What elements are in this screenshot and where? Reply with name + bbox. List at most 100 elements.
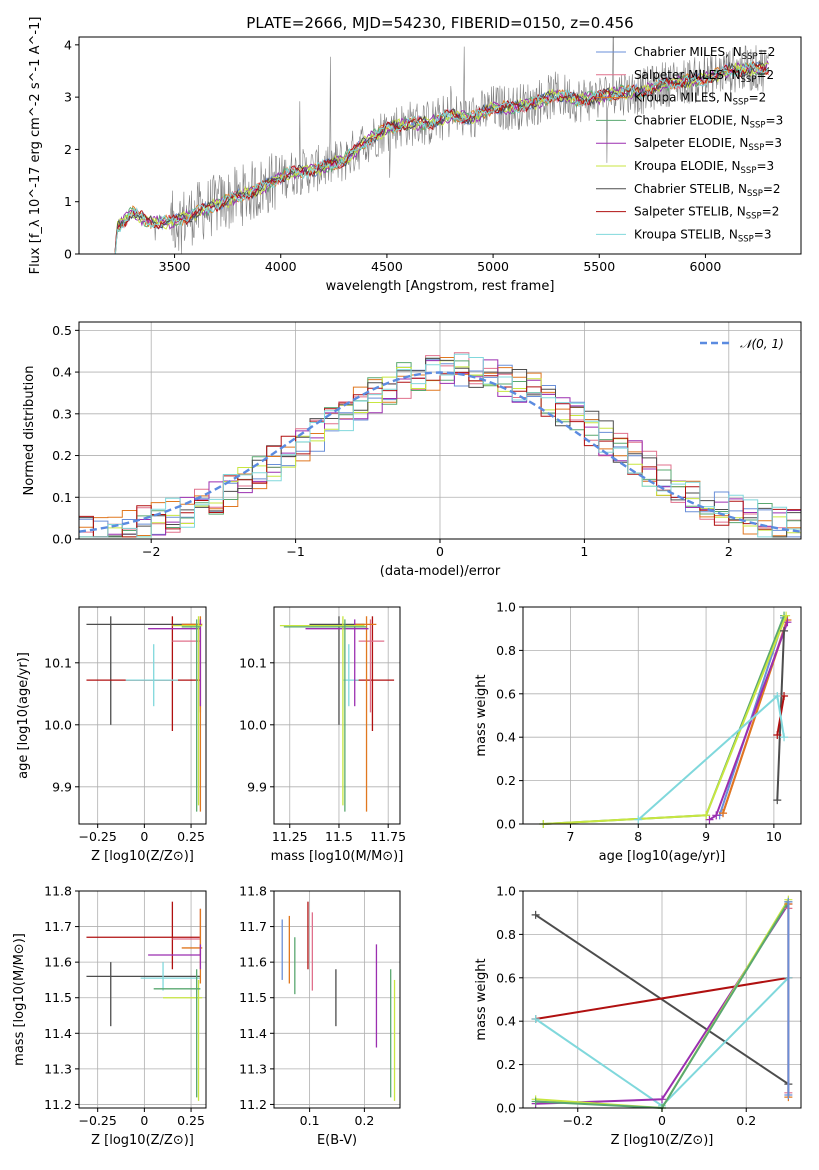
y-tick-label: 0: [64, 247, 72, 262]
y-tick-label: 11.7: [239, 919, 267, 934]
weight-marker: [531, 910, 540, 919]
weight-series-salpeter-elodie: [705, 618, 792, 824]
weight-marker: [780, 733, 789, 742]
x-tick-label: 11.25: [272, 829, 308, 844]
x-tick-label: 4500: [371, 259, 403, 274]
spectrum-legend: Chabrier MILES, NSSP=2 Salpeter MILES, NS…: [596, 45, 783, 244]
x-tick-label: 3500: [159, 259, 191, 274]
y-tick-label: 0.2: [496, 1057, 516, 1072]
y-axis-label: mass weight: [474, 674, 489, 756]
legend-suffix: =3: [754, 227, 772, 241]
y-axis-label: mass [log10(M/M⊙)]: [12, 933, 27, 1066]
legend-entry: Kroupa STELIB, NSSP=3: [634, 227, 772, 244]
x-tick-label: −0.25: [79, 1113, 117, 1128]
x-axis-label: wavelength [Angstrom, rest frame]: [326, 279, 555, 294]
y-tick-label: 2: [64, 142, 72, 157]
normal-curve: [78, 371, 802, 533]
y-tick-label: 11.2: [239, 1097, 267, 1112]
weight-marker: [780, 691, 789, 700]
x-axis-label: mass [log10(M/M⊙)]: [271, 849, 404, 864]
axes-frame: [78, 606, 207, 825]
x-tick-label: 0.1: [300, 1113, 320, 1128]
weight-line: [535, 914, 789, 1085]
y-tick-label: 10.1: [239, 655, 267, 670]
axes-frame: [78, 36, 802, 255]
errorbar-salpeter-miles: [358, 619, 385, 713]
legend-suffix: =3: [764, 136, 782, 150]
errorbar-salpeter-stelib: [354, 616, 395, 731]
x-tick-label: 7: [566, 829, 574, 844]
errorbar-kroupa-stelib: [342, 644, 359, 707]
x-tick-label: 2: [725, 544, 733, 559]
figure-title: PLATE=2666, MJD=54230, FIBERID=0150, z=0…: [246, 14, 633, 32]
weight-marker: [712, 811, 721, 820]
legend-entry: Salpeter STELIB, NSSP=2: [634, 205, 779, 222]
legend-subscript: SSP: [747, 189, 763, 199]
x-axis-label: Z [log10(Z/Z⊙)]: [91, 1133, 194, 1148]
legend-suffix: =2: [749, 91, 767, 105]
axes-frame: [78, 890, 207, 1109]
errorbar-salpeter-elodie: [148, 944, 202, 970]
y-tick-label: 1: [64, 194, 72, 209]
plot-area: [86, 616, 203, 812]
plot-area: [86, 901, 203, 1101]
y-tick-label: 0.8: [496, 927, 516, 942]
x-tick-label: 8: [634, 829, 642, 844]
y-tick-label: 11.8: [44, 884, 72, 899]
spectrum-traces: [114, 37, 770, 254]
plot-area: [539, 611, 792, 828]
y-tick-label: 0.4: [496, 730, 516, 745]
y-tick-label: 0.8: [496, 643, 516, 658]
x-axis-label: age [log10(age/yr)]: [599, 849, 726, 864]
y-tick-label: 11.5: [44, 990, 72, 1005]
weight-marker: [773, 691, 782, 700]
x-tick-label: 5500: [583, 259, 615, 274]
legend-subscript: SSP: [742, 52, 758, 62]
legend-suffix: =3: [766, 113, 784, 127]
y-tick-label: 10.1: [44, 655, 72, 670]
errorbar-chabrier-elodie: [181, 619, 201, 812]
x-tick-label: 0: [140, 829, 148, 844]
errorbar-kroupa-stelib: [125, 644, 178, 707]
x-tick-label: 0.25: [177, 829, 205, 844]
y-tick-label: 0.6: [496, 970, 516, 985]
errorbar-kroupa-stelib: [140, 962, 201, 991]
weight-marker: [780, 626, 789, 635]
x-axis-label: E(B-V): [317, 1133, 357, 1148]
y-tick-label: 3: [64, 90, 72, 105]
x-tick-label: 5000: [477, 259, 509, 274]
weight-marker: [658, 1095, 666, 1104]
x-tick-label: 0: [658, 1113, 666, 1128]
y-tick-label: 11.7: [44, 919, 72, 934]
x-tick-label: −0.25: [79, 829, 117, 844]
y-axis-label: Flux [f_λ 10^-17 erg cm^-2 s^-1 A^-1]: [28, 17, 43, 275]
weight-marker: [773, 796, 782, 805]
errorbar-kroupa-elodie: [279, 616, 365, 806]
weight-marker: [719, 809, 728, 818]
y-tick-label: 0.0: [52, 532, 72, 547]
legend-subscript: SSP: [738, 234, 754, 244]
legend-subscript: SSP: [741, 166, 757, 176]
weight-marker: [705, 815, 714, 824]
y-tick-label: 9.9: [247, 779, 267, 794]
plot-area: [281, 901, 396, 1101]
y-axis-label: age [log10(age/yr)]: [16, 652, 31, 779]
y-axis-label: Normed distribution: [22, 366, 37, 496]
legend-suffix: =2: [762, 205, 780, 219]
legend-subscript: SSP: [746, 212, 762, 222]
axes-mass_vs_Z: −0.25 0 0.25 11.2 11.3 11.4 11.5 11.6 11.7 11.8 Z …: [12, 884, 207, 1148]
y-tick-label: 0.0: [496, 1101, 516, 1116]
legend-entry: Salpeter MILES, NSSP=2: [634, 68, 774, 85]
errorbar-chabrier-stelib: [86, 616, 201, 725]
y-tick-label: 1.0: [496, 884, 516, 899]
y-axis-label: mass weight: [474, 958, 489, 1040]
x-tick-label: 0: [436, 544, 444, 559]
legend-entry: Salpeter ELODIE, NSSP=3: [634, 136, 782, 153]
weight-marker: [784, 1090, 793, 1099]
weight-line: [535, 976, 789, 1020]
axes-frame: [273, 890, 401, 1109]
y-tick-label: 9.9: [52, 779, 72, 794]
x-tick-label: 1: [580, 544, 588, 559]
